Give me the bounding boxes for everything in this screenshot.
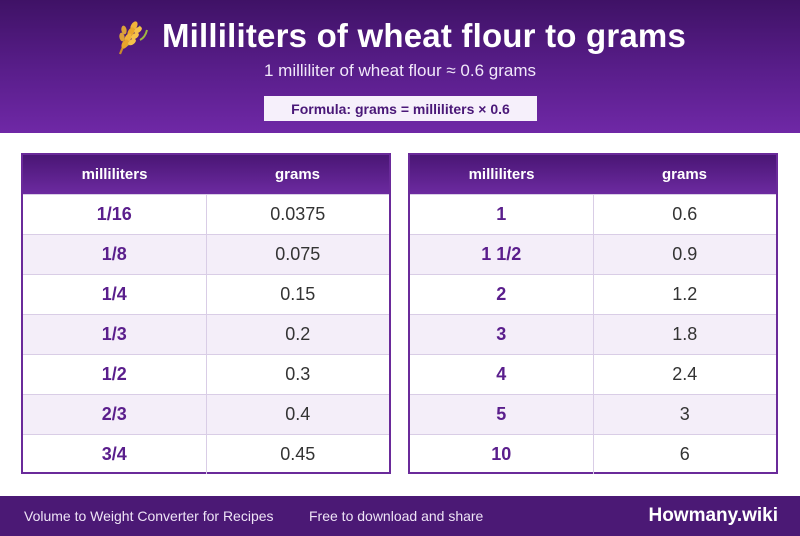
grams-cell: 0.9 [593, 233, 776, 274]
milliliters-cell: 1 1/2 [410, 233, 594, 274]
footer-share-text: Free to download and share [309, 508, 484, 524]
table-row: 1/3 0.2 [23, 313, 389, 354]
grams-cell: 0.4 [206, 393, 389, 434]
grams-cell: 0.2 [206, 313, 389, 354]
table-row: 1/2 0.3 [23, 353, 389, 394]
table-header-row: milliliters grams [23, 155, 389, 194]
conversion-table-right: milliliters grams 1 0.6 1 1/2 0.9 2 1.2 3 1.… [408, 153, 778, 474]
table-left: milliliters grams 1/16 0.0375 1/8 0.075 1/… [23, 155, 389, 474]
grams-cell: 6 [593, 433, 776, 474]
milliliters-cell: 1/4 [23, 273, 207, 314]
header-banner: Milliliters of wheat flour to grams 1 mi… [0, 0, 800, 133]
milliliters-cell: 2/3 [23, 393, 207, 434]
milliliters-cell: 1/3 [23, 313, 207, 354]
grams-cell: 2.4 [593, 353, 776, 394]
footer-bar: Volume to Weight Converter for Recipes F… [0, 496, 800, 536]
table-header-row: milliliters grams [410, 155, 776, 194]
milliliters-cell: 1/16 [23, 193, 207, 234]
table-row: 1/16 0.0375 [23, 193, 389, 234]
column-header-milliliters: milliliters [410, 155, 593, 194]
page-subtitle: 1 milliliter of wheat flour ≈ 0.6 grams [264, 61, 536, 80]
grams-cell: 1.2 [593, 273, 776, 314]
footer-converter-text: Volume to Weight Converter for Recipes [24, 508, 274, 524]
grams-cell: 0.45 [206, 433, 389, 474]
milliliters-cell: 10 [410, 433, 594, 474]
grams-cell: 0.15 [206, 273, 389, 314]
page-title: Milliliters of wheat flour to grams [161, 17, 687, 54]
grams-cell: 0.3 [206, 353, 389, 394]
column-header-milliliters: milliliters [23, 155, 206, 194]
table-right: milliliters grams 1 0.6 1 1/2 0.9 2 1.2 3 1.… [410, 155, 776, 474]
formula-box: Formula: grams = milliliters × 0.6 [264, 96, 537, 121]
table-row: 3/4 0.45 [23, 433, 389, 474]
grams-cell: 0.0375 [206, 193, 389, 234]
milliliters-cell: 1/8 [23, 233, 207, 274]
table-row: 2 1.2 [410, 273, 776, 314]
milliliters-cell: 1/2 [23, 353, 207, 394]
table-row: 4 2.4 [410, 353, 776, 394]
grams-cell: 0.075 [206, 233, 389, 274]
title-row: Milliliters of wheat flour to grams [0, 14, 800, 58]
table-row: 2/3 0.4 [23, 393, 389, 434]
column-header-grams: grams [206, 155, 389, 194]
conversion-table-left: milliliters grams 1/16 0.0375 1/8 0.075 1/… [21, 153, 391, 474]
table-row: 1 1/2 0.9 [410, 233, 776, 274]
table-row: 3 1.8 [410, 313, 776, 354]
table-row: 1/8 0.075 [23, 233, 389, 274]
table-row: 1/4 0.15 [23, 273, 389, 314]
grams-cell: 0.6 [593, 193, 776, 234]
milliliters-cell: 2 [410, 273, 594, 314]
column-header-grams: grams [593, 155, 776, 194]
wheat-icon [114, 16, 150, 56]
brand-logo[interactable]: Howmany.wiki [648, 505, 778, 526]
table-row: 10 6 [410, 433, 776, 474]
table-row: 1 0.6 [410, 193, 776, 234]
milliliters-cell: 3/4 [23, 433, 207, 474]
grams-cell: 3 [593, 393, 776, 434]
milliliters-cell: 4 [410, 353, 594, 394]
milliliters-cell: 3 [410, 313, 594, 354]
milliliters-cell: 1 [410, 193, 594, 234]
milliliters-cell: 5 [410, 393, 594, 434]
grams-cell: 1.8 [593, 313, 776, 354]
